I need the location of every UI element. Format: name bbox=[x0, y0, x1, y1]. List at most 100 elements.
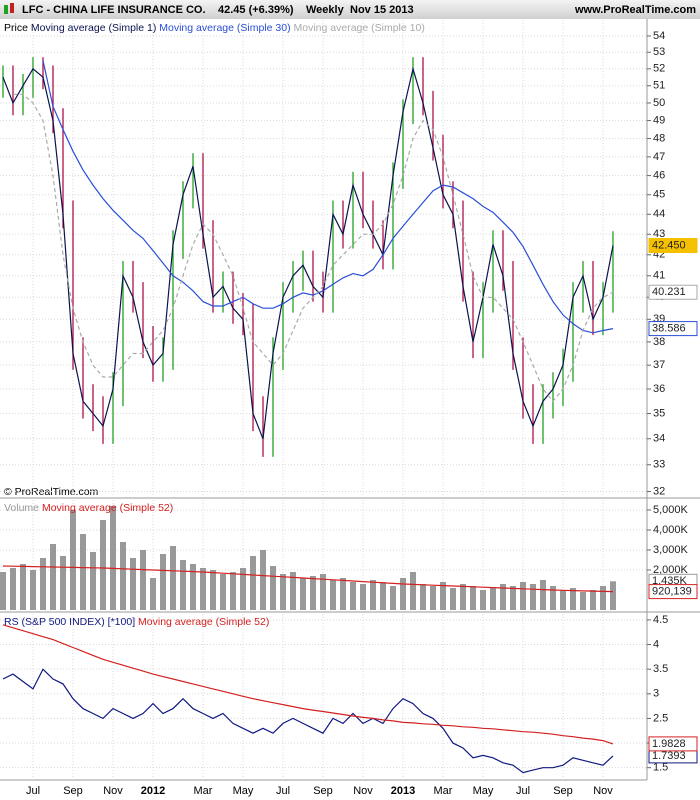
volume-bar bbox=[150, 578, 156, 610]
volume-bar bbox=[570, 588, 576, 610]
volume-bar bbox=[600, 586, 606, 610]
y-tick-label: 44 bbox=[653, 208, 665, 220]
x-tick-label: Jul bbox=[26, 785, 40, 797]
volume-bar bbox=[290, 572, 296, 610]
volume-bar bbox=[140, 550, 146, 610]
volume-bar bbox=[130, 558, 136, 610]
volume-bar bbox=[310, 576, 316, 610]
y-tick-label: 33 bbox=[653, 459, 665, 471]
volume-bar bbox=[510, 586, 516, 610]
period: Weekly bbox=[306, 4, 345, 16]
header-bar bbox=[0, 0, 700, 19]
y-tick-label: 2.5 bbox=[653, 712, 668, 724]
date: Nov 15 2013 bbox=[350, 4, 414, 16]
volume-bar bbox=[390, 586, 396, 610]
volume-bar bbox=[300, 578, 306, 610]
volume-bar bbox=[550, 586, 556, 610]
y-tick-label: 2,000K bbox=[653, 564, 689, 576]
volume-bar bbox=[430, 586, 436, 610]
x-tick-label: Sep bbox=[553, 785, 573, 797]
volume-bar bbox=[20, 564, 26, 610]
quote: 42.45 (+6.39%) bbox=[218, 4, 294, 16]
y-tick-label: 50 bbox=[653, 97, 665, 109]
y-tick-label: 37 bbox=[653, 359, 665, 371]
legend-entry: Moving average (Simple 10) bbox=[294, 22, 425, 34]
volume-bar bbox=[170, 546, 176, 610]
last-value-box bbox=[648, 238, 698, 254]
volume-bar bbox=[220, 574, 226, 610]
x-tick-label: May bbox=[233, 785, 254, 797]
series-line bbox=[2, 624, 614, 745]
y-tick-label: 3,000K bbox=[653, 544, 689, 556]
x-tick-label: Mar bbox=[434, 785, 453, 797]
x-tick-label: Jul bbox=[276, 785, 290, 797]
y-tick-label: 49 bbox=[653, 114, 665, 126]
volume-bar bbox=[210, 570, 216, 610]
legend-entry: RS (S&P 500 INDEX) [*100] bbox=[4, 616, 135, 628]
site: www.ProRealTime.com bbox=[574, 4, 696, 16]
x-tick-label: Nov bbox=[103, 785, 123, 797]
volume-bar bbox=[420, 584, 426, 610]
x-tick-label: Sep bbox=[313, 785, 333, 797]
volume-bar bbox=[410, 572, 416, 610]
y-tick-label: 34 bbox=[653, 433, 665, 445]
x-tick-label: 2012 bbox=[141, 785, 165, 797]
series-line bbox=[13, 93, 614, 403]
volume-bar bbox=[470, 586, 476, 610]
y-tick-label: 3 bbox=[653, 688, 659, 700]
volume-bar bbox=[0, 572, 6, 610]
legend-entry: Moving average (Simple 1) bbox=[31, 22, 156, 34]
volume-bar bbox=[80, 534, 86, 610]
legend-entry: Volume bbox=[4, 502, 39, 514]
volume-bar bbox=[120, 542, 126, 610]
volume-bar bbox=[260, 550, 266, 610]
volume-bar bbox=[440, 582, 446, 610]
y-tick-label: 52 bbox=[653, 63, 665, 75]
volume-bar bbox=[610, 581, 616, 610]
last-value-label: 1.9828 bbox=[652, 738, 686, 750]
last-value-label: 38.586 bbox=[652, 323, 686, 335]
y-tick-label: 51 bbox=[653, 80, 665, 92]
volume-bar bbox=[490, 588, 496, 610]
y-tick-label: 3.5 bbox=[653, 663, 668, 675]
y-tick-label: 46 bbox=[653, 169, 665, 181]
volume-bar bbox=[560, 590, 566, 610]
legend-entry: Moving average (Simple 52) bbox=[42, 502, 173, 514]
last-value-label: 920,139 bbox=[652, 586, 692, 598]
last-value-label: 1.7393 bbox=[652, 750, 686, 762]
volume-bar bbox=[350, 582, 356, 610]
volume-bar bbox=[590, 590, 596, 610]
volume-bar bbox=[270, 566, 276, 610]
y-tick-label: 54 bbox=[653, 30, 665, 42]
legend: RS (S&P 500 INDEX) [*100] Moving average… bbox=[4, 616, 269, 628]
x-tick-label: Nov bbox=[353, 785, 373, 797]
y-tick-label: 4,000K bbox=[653, 524, 689, 536]
legend-entry: Price bbox=[4, 22, 28, 34]
last-value-label: 42.450 bbox=[652, 239, 686, 251]
volume-bar bbox=[500, 584, 506, 610]
y-tick-label: 45 bbox=[653, 189, 665, 201]
last-value-box bbox=[648, 321, 698, 337]
y-tick-label: 47 bbox=[653, 151, 665, 163]
x-tick-label: Mar bbox=[194, 785, 213, 797]
y-tick-label: 43 bbox=[653, 228, 665, 240]
x-tick-label: May bbox=[473, 785, 494, 797]
volume-bar bbox=[360, 584, 366, 610]
volume-bar bbox=[240, 568, 246, 610]
volume-bar bbox=[30, 570, 36, 610]
volume-bar bbox=[320, 574, 326, 610]
y-tick-label: 36 bbox=[653, 383, 665, 395]
volume-bar bbox=[330, 580, 336, 610]
last-value-box bbox=[648, 284, 698, 300]
volume-bar bbox=[340, 578, 346, 610]
volume-bar bbox=[180, 560, 186, 610]
logo bbox=[10, 3, 14, 13]
volume-bar bbox=[380, 582, 386, 610]
volume-bar bbox=[450, 588, 456, 610]
volume-bar bbox=[400, 578, 406, 610]
logo bbox=[4, 5, 8, 14]
volume-bar bbox=[160, 554, 166, 610]
volume-bar bbox=[580, 592, 586, 610]
legend: Price Moving average (Simple 1) Moving a… bbox=[4, 22, 425, 34]
